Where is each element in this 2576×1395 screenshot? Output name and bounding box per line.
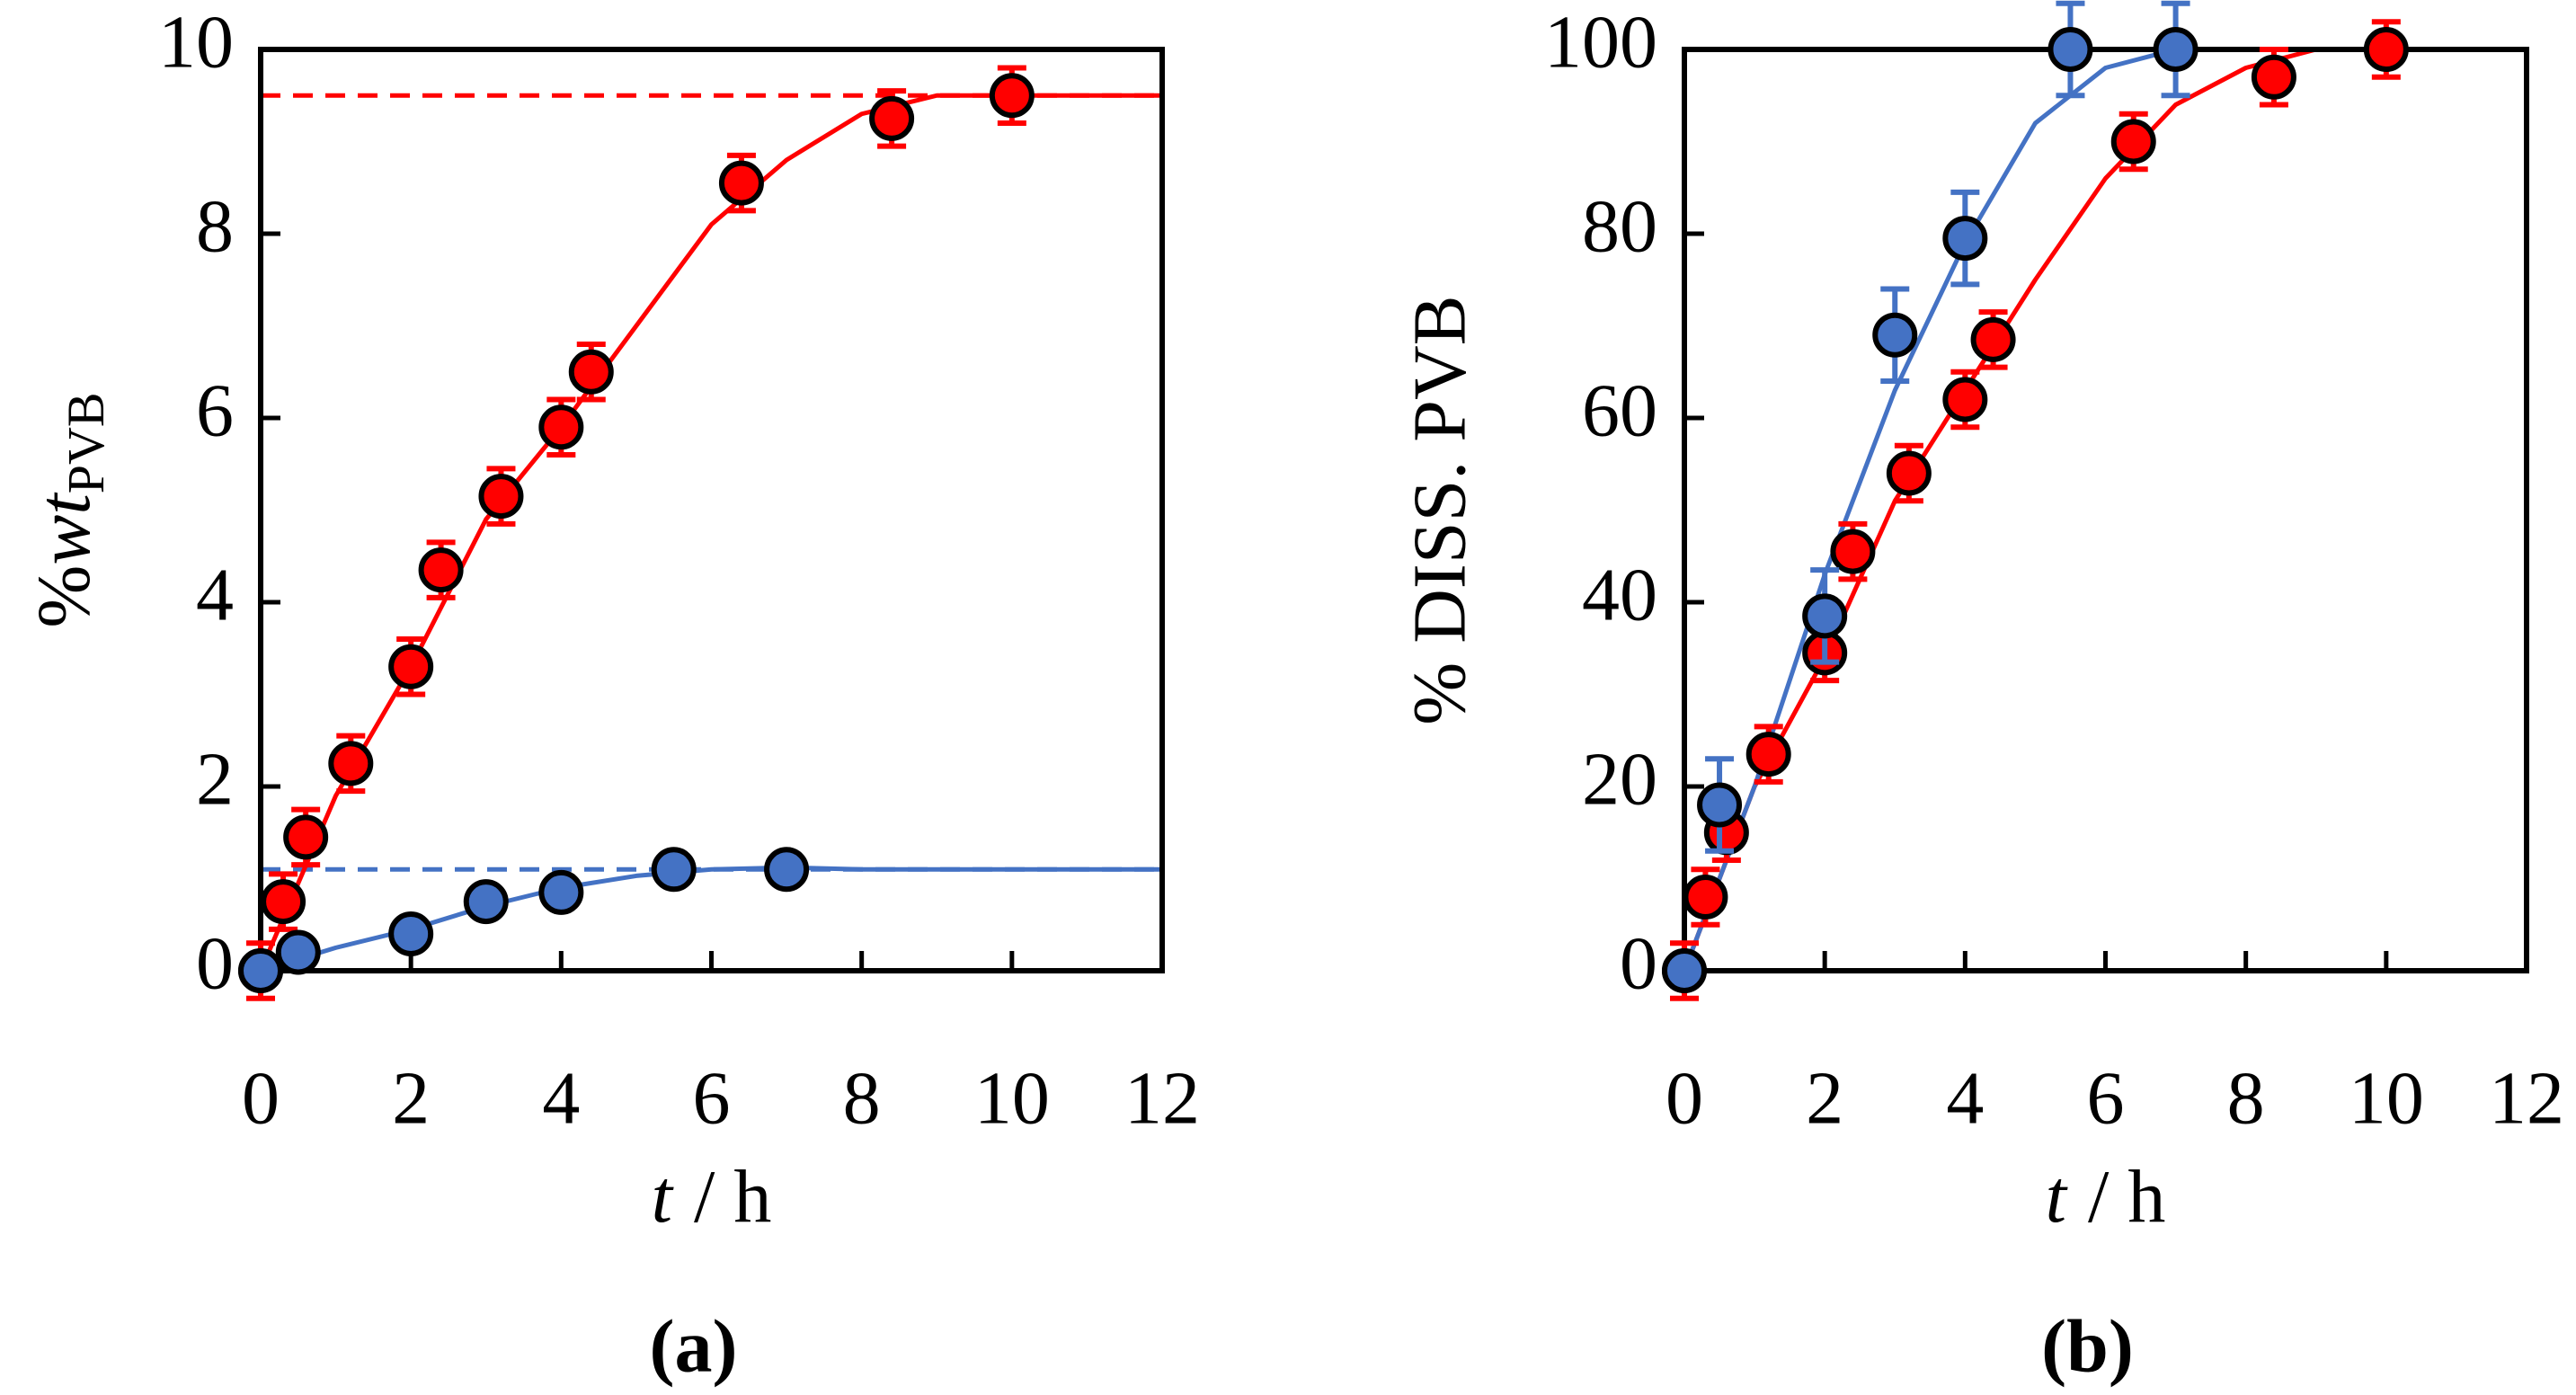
data-point <box>568 349 614 395</box>
panel-label: (b) <box>2041 1304 2134 1388</box>
data-point <box>418 547 464 593</box>
data-point <box>764 847 810 893</box>
x-tick-label: 8 <box>843 1056 881 1140</box>
y-tick-label: 8 <box>196 184 234 268</box>
panel-label: (a) <box>650 1304 738 1388</box>
plot-frame <box>1682 47 2529 973</box>
y-label-var: wt <box>22 492 106 565</box>
data-point <box>1697 782 1743 828</box>
x-tick-label: 12 <box>2489 1056 2564 1140</box>
data-point <box>1802 593 1848 639</box>
data-point <box>1872 312 1918 358</box>
data-point <box>275 929 321 975</box>
x-label-var: t <box>2046 1155 2069 1239</box>
x-tick-label: 12 <box>1124 1056 1200 1140</box>
data-point <box>1745 732 1791 777</box>
data-point <box>1830 529 1876 574</box>
x-tick-label: 2 <box>1806 1056 1843 1140</box>
data-point <box>1662 948 1707 993</box>
y-tick-label: 4 <box>196 553 234 636</box>
data-point <box>2251 54 2296 100</box>
data-point <box>463 879 509 925</box>
y-tick-label: 0 <box>196 921 234 1005</box>
y-tick-label: 2 <box>196 737 234 821</box>
data-point <box>328 741 374 786</box>
y-tick-label: 6 <box>196 369 234 452</box>
data-point <box>2047 27 2093 72</box>
x-tick-label: 4 <box>542 1056 580 1140</box>
x-tick-label: 2 <box>392 1056 430 1140</box>
data-point <box>651 847 697 893</box>
y-label-prefix: % <box>22 565 106 628</box>
x-label-unit: / h <box>694 1155 771 1239</box>
data-point <box>2110 119 2156 164</box>
panel: 0 20 40 60 80 100 0 2 4 6 8 10 12 t / h % DISS. PVB (b) <box>1398 0 2564 1388</box>
y-tick-label: 10 <box>158 0 234 84</box>
data-point <box>388 644 434 689</box>
x-tick-label: 6 <box>693 1056 731 1140</box>
x-tick-label: 10 <box>974 1056 1050 1140</box>
data-point <box>1683 875 1728 920</box>
data-point <box>1942 216 1988 262</box>
x-tick-label: 10 <box>2349 1056 2424 1140</box>
x-axis-label: t / h <box>652 1155 772 1239</box>
data-point <box>238 948 283 993</box>
data-point <box>2363 27 2409 72</box>
data-point <box>538 404 584 450</box>
y-tick-label: 60 <box>1582 369 1657 452</box>
data-point <box>538 869 584 915</box>
data-point <box>283 814 329 860</box>
fit-curve <box>258 93 1162 972</box>
x-label-var: t <box>652 1155 675 1239</box>
data-point <box>1942 377 1988 422</box>
x-tick-label: 0 <box>242 1056 280 1140</box>
y-axis-label: % DISS. PVB <box>1398 295 1481 724</box>
data-point <box>388 911 434 956</box>
y-tick-label: 20 <box>1582 737 1657 821</box>
data-point <box>1886 450 1932 496</box>
plot-frame <box>258 47 1165 973</box>
data-point <box>261 879 306 925</box>
data-point <box>1970 316 2016 362</box>
x-tick-label: 0 <box>1666 1056 1703 1140</box>
y-axis-label: %wtPVB <box>22 392 115 627</box>
data-point <box>478 474 524 520</box>
y-label-sub: PVB <box>57 392 115 493</box>
x-label-unit: / h <box>2088 1155 2165 1239</box>
x-tick-label: 8 <box>2227 1056 2265 1140</box>
y-tick-label: 80 <box>1582 184 1657 268</box>
y-tick-label: 0 <box>1620 921 1657 1005</box>
x-axis-label: t / h <box>2046 1155 2166 1239</box>
y-tick-label: 40 <box>1582 553 1657 636</box>
fit-curve <box>1682 47 2527 972</box>
x-tick-label: 4 <box>1946 1056 1984 1140</box>
x-tick-label: 6 <box>2087 1056 2125 1140</box>
data-point <box>718 160 764 206</box>
y-tick-label: 100 <box>1544 0 1657 84</box>
data-point <box>989 73 1035 119</box>
data-point <box>2153 27 2198 72</box>
data-point <box>869 95 915 141</box>
fit-curve <box>1682 47 2527 972</box>
